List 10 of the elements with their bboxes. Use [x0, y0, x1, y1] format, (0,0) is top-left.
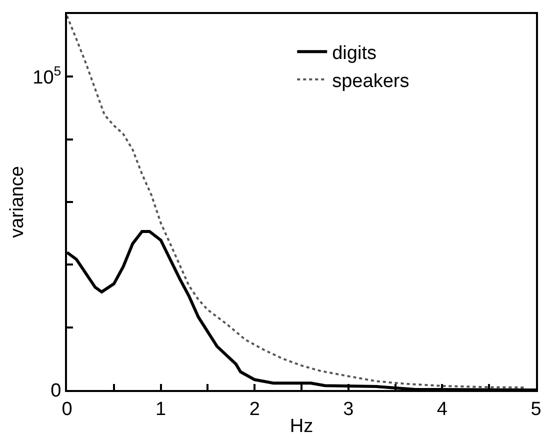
y-axis-title: variance [7, 166, 28, 238]
x-axis-title: Hz [290, 416, 314, 438]
legend-label: digits [332, 43, 376, 64]
x-tick-label: 1 [156, 398, 166, 420]
x-tick-label: 3 [343, 398, 354, 420]
x-tick-label: 2 [249, 398, 260, 420]
x-tick-label: 4 [436, 398, 448, 420]
y-tick-label: 10$^{5}$ [32, 63, 62, 88]
x-tick-label: 5 [530, 398, 542, 420]
legend-label: speakers [332, 70, 410, 92]
